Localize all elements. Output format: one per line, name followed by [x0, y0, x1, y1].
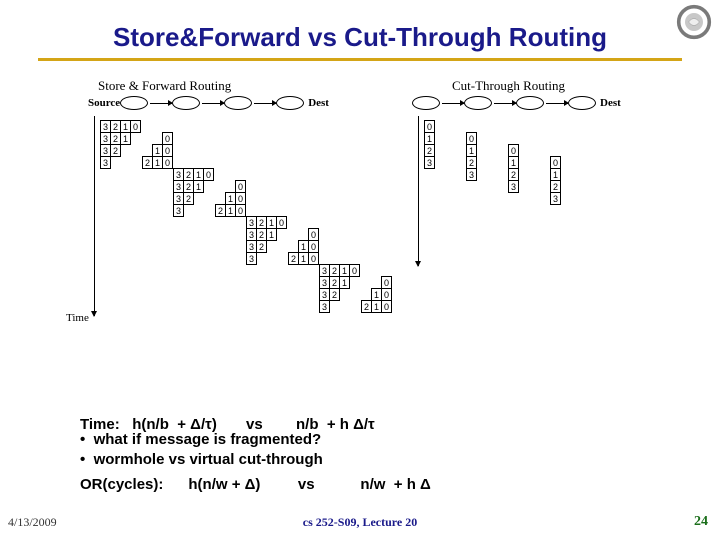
bullet-item: • what if message is fragmented? [80, 430, 323, 450]
dest-label: Dest [600, 97, 621, 109]
formula-line-2: OR(cycles): h(n/w + Δ) vs n/w + h Δ [80, 475, 431, 495]
diagram-title-right: Cut-Through Routing [452, 78, 565, 94]
arrow-right-icon [494, 103, 516, 104]
node-icon [568, 96, 596, 110]
dest-label: Dest [308, 97, 329, 109]
arrow-right-icon [254, 103, 276, 104]
diagram-area: Store & Forward Routing Source Dest Time… [0, 78, 720, 358]
slide-title: Store&Forward vs Cut-Through Routing [0, 22, 720, 53]
diagram-title-left: Store & Forward Routing [98, 78, 231, 94]
node-icon [412, 96, 440, 110]
diagram-store-forward: Store & Forward Routing Source Dest Time… [48, 78, 348, 348]
arrow-right-icon [442, 103, 464, 104]
time-axis-label: Time [66, 312, 89, 324]
node-icon [464, 96, 492, 110]
footer-course: cs 252-S09, Lecture 20 [0, 515, 720, 530]
node-icon [224, 96, 252, 110]
time-axis-arrow-icon [94, 116, 95, 316]
node-icon [120, 96, 148, 110]
footer-page-number: 24 [694, 514, 708, 530]
node-icon [276, 96, 304, 110]
title-underline [38, 58, 682, 61]
bullet-list: • what if message is fragmented? • wormh… [80, 430, 323, 471]
pipeline-left: Source Dest [88, 96, 329, 110]
arrow-right-icon [150, 103, 172, 104]
arrow-right-icon [546, 103, 568, 104]
node-icon [172, 96, 200, 110]
bullet-item: • wormhole vs virtual cut-through [80, 450, 323, 470]
node-icon [516, 96, 544, 110]
diagram-cut-through: Cut-Through Routing Dest 010210321032132… [372, 78, 672, 348]
pipeline-right: Dest [412, 96, 621, 110]
time-axis-arrow-icon [418, 116, 419, 266]
arrow-right-icon [202, 103, 224, 104]
source-label: Source [88, 97, 120, 109]
